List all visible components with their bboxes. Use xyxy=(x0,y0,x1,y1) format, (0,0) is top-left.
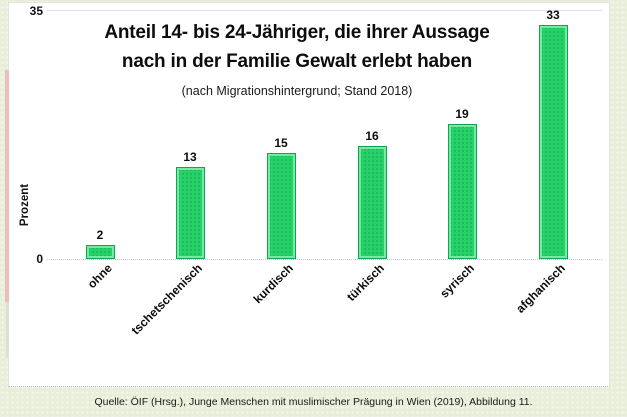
bar-value-label: 15 xyxy=(274,136,288,150)
bar-value-label: 19 xyxy=(455,107,469,121)
bar-tschetschenisch xyxy=(176,167,205,259)
bar-kurdisch xyxy=(267,153,296,259)
chart-title: Anteil 14- bis 24-Jähriger, die ihrer Au… xyxy=(9,18,609,76)
gridline-35 xyxy=(47,10,602,11)
chart-panel: Anteil 14- bis 24-Jähriger, die ihrer Au… xyxy=(8,2,610,387)
y-axis-tick-0: 0 xyxy=(36,252,43,266)
chart-title-line-2: nach in der Familie Gewalt erlebt haben xyxy=(121,51,473,72)
bar-value-label: 16 xyxy=(365,129,379,143)
margin-strip-tail xyxy=(6,302,9,358)
bar-türkisch xyxy=(358,146,387,259)
x-axis-line xyxy=(47,259,602,260)
margin-highlight-strip xyxy=(5,70,9,302)
bar-afghanisch xyxy=(539,25,568,259)
bar-ohne xyxy=(86,245,115,259)
bar-value-label: 13 xyxy=(183,150,197,164)
y-axis-tick-35: 35 xyxy=(29,4,43,18)
chart-subtitle: (nach Migrationshintergrund; Stand 2018) xyxy=(181,84,413,98)
chart-title-line-1: Anteil 14- bis 24-Jähriger, die ihrer Au… xyxy=(104,22,490,43)
y-axis-title-text: Prozent xyxy=(19,183,31,227)
bar-syrisch xyxy=(448,124,477,259)
bar-value-label: 2 xyxy=(96,228,104,242)
bar-value-label: 33 xyxy=(546,8,560,22)
source-note: Quelle: ÖIF (Hrsg.), Junge Menschen mit … xyxy=(94,396,533,408)
